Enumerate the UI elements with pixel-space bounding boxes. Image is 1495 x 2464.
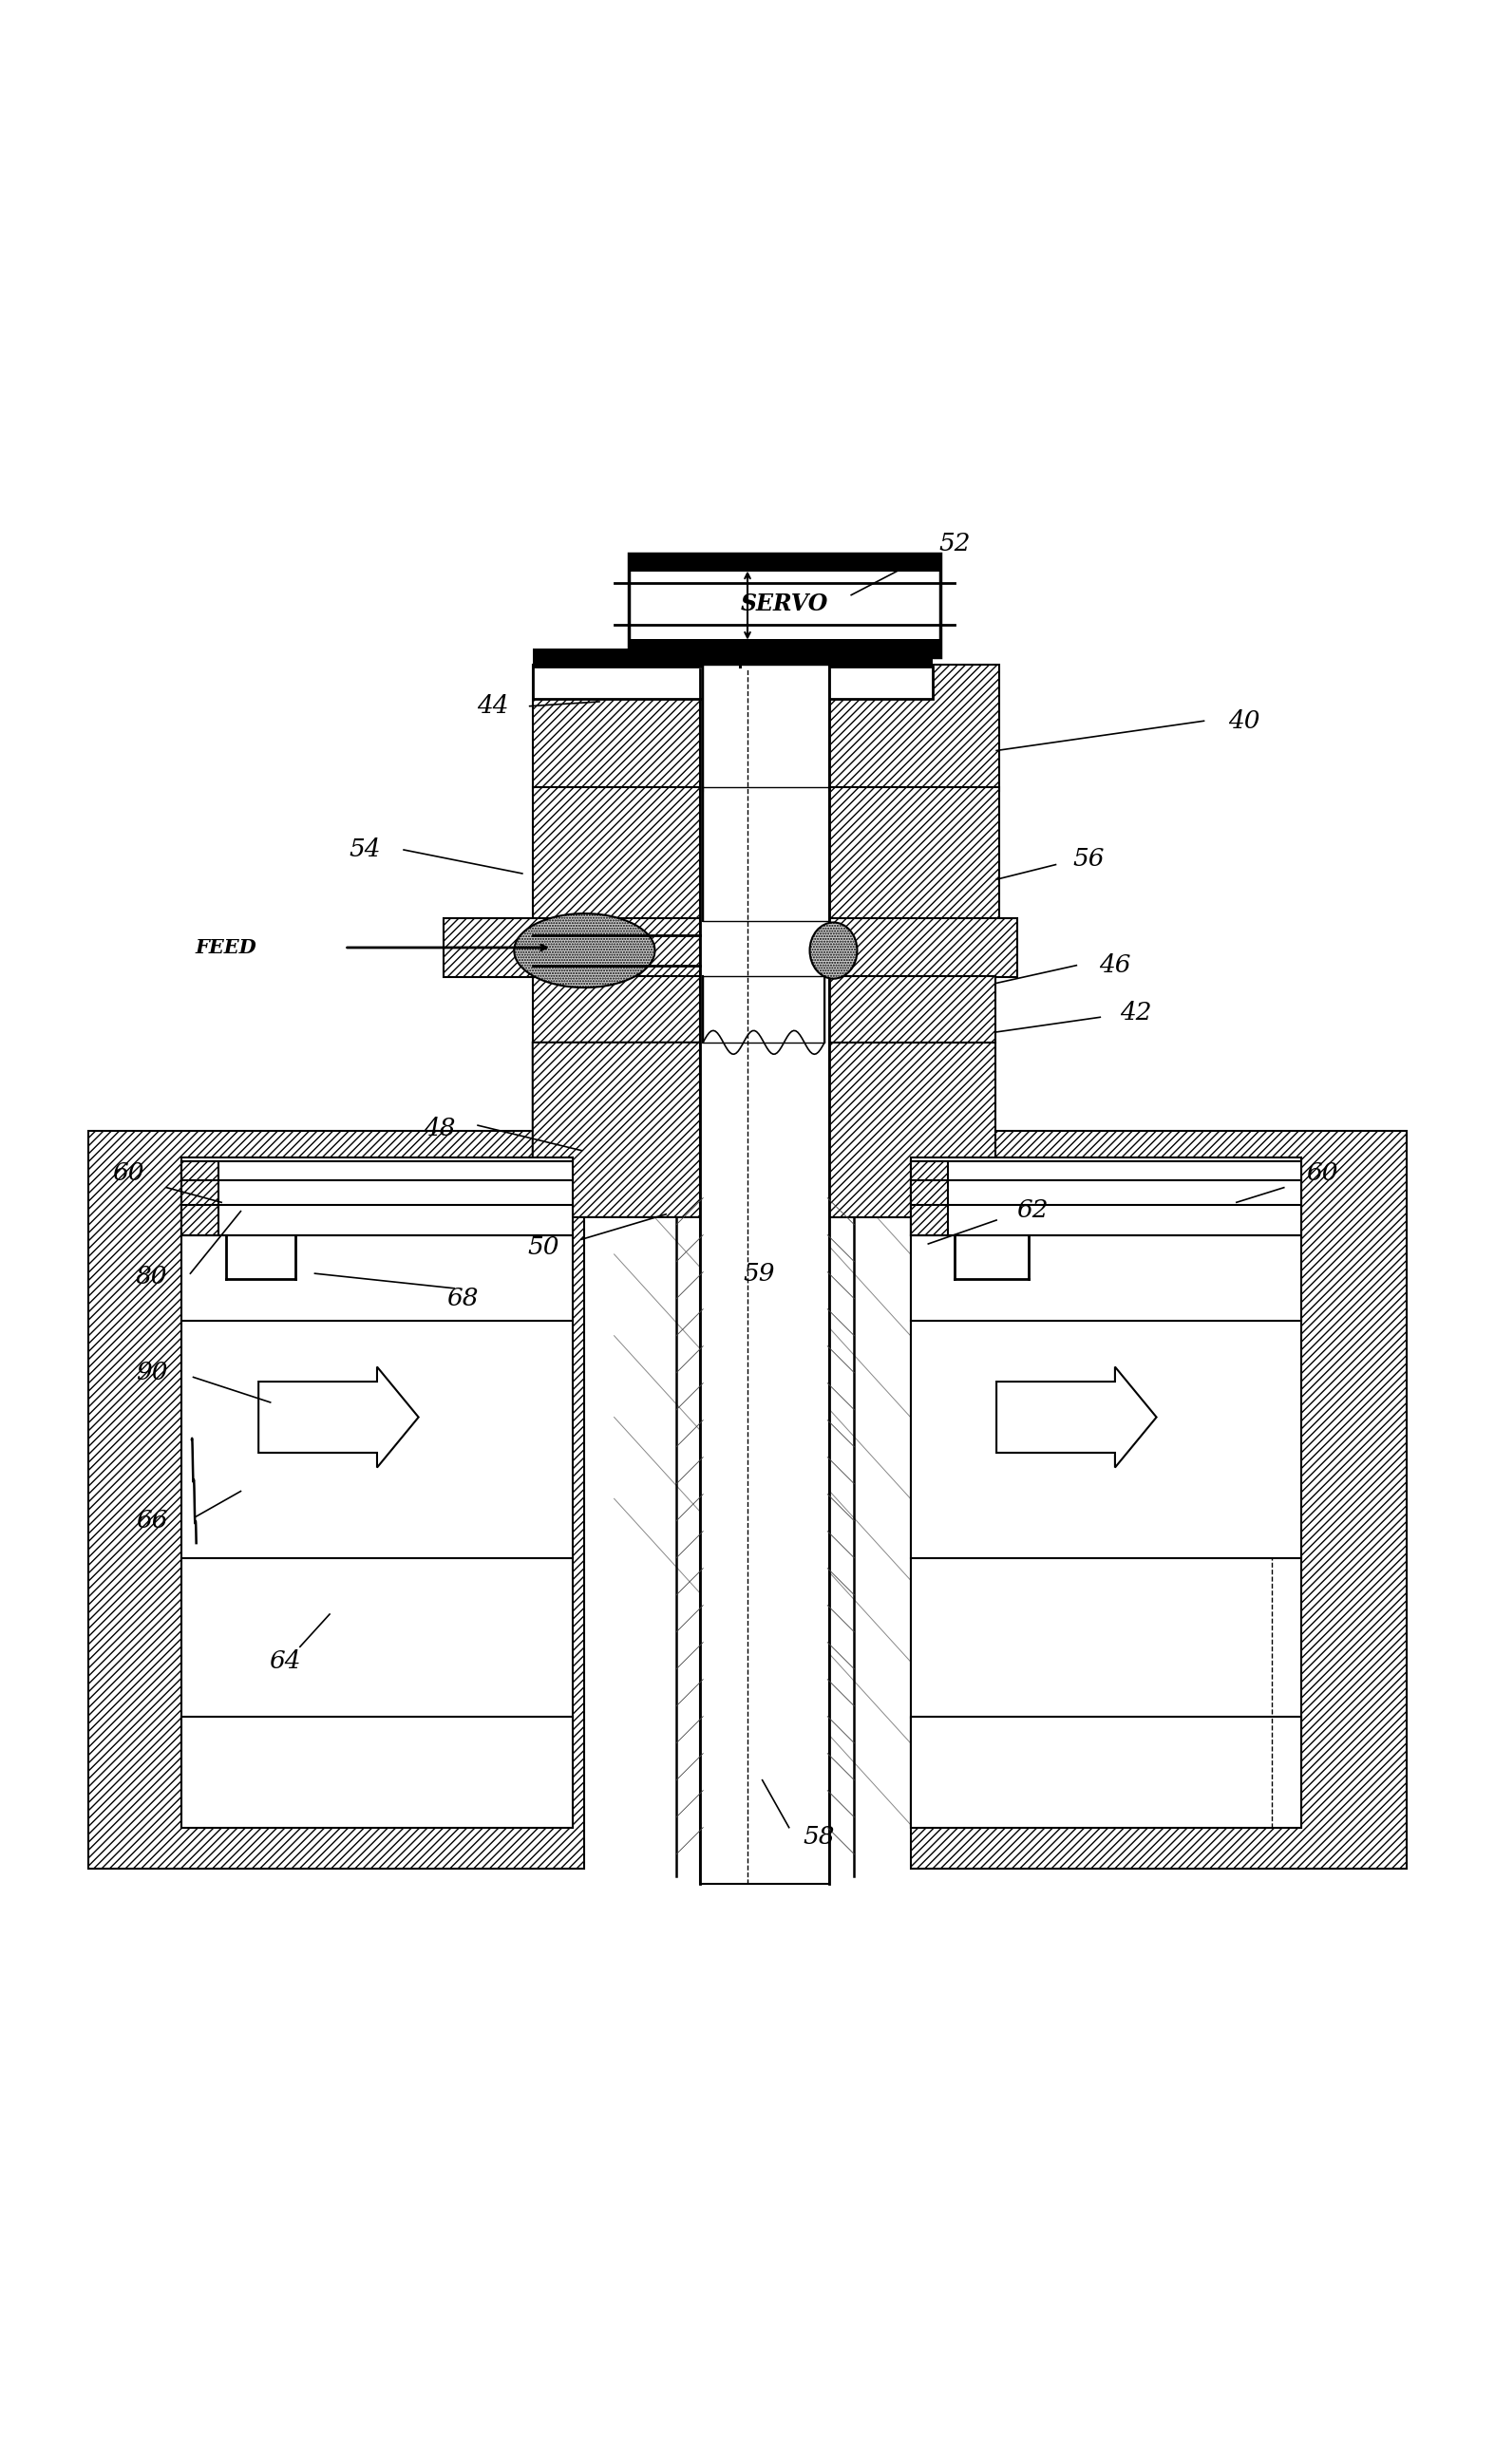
Bar	[181, 1717, 573, 1828]
FancyArrow shape	[997, 1368, 1157, 1469]
Bar	[825, 919, 1017, 978]
Text: SERVO: SERVO	[740, 591, 828, 616]
Bar	[703, 665, 830, 791]
Bar	[910, 1717, 1302, 1828]
Bar	[444, 919, 703, 978]
Bar	[181, 1161, 573, 1234]
Text: 80: 80	[136, 1264, 167, 1289]
Text: 40: 40	[1227, 710, 1260, 732]
Text: 66: 66	[136, 1508, 167, 1533]
Text: 46: 46	[1099, 954, 1130, 978]
Bar	[825, 976, 996, 1042]
Bar	[830, 665, 999, 791]
Bar	[703, 788, 830, 922]
Bar	[910, 1161, 948, 1234]
Bar	[532, 665, 703, 791]
Text: 64: 64	[269, 1651, 300, 1673]
Text: 59: 59	[743, 1262, 776, 1286]
Bar	[703, 976, 825, 1042]
Bar	[88, 1131, 585, 1870]
Text: 48: 48	[423, 1116, 454, 1141]
Text: 60: 60	[112, 1161, 144, 1185]
Bar	[910, 1158, 1302, 1828]
Bar	[181, 1158, 573, 1828]
Text: 90: 90	[136, 1360, 167, 1385]
Polygon shape	[783, 1042, 996, 1217]
Bar	[629, 554, 940, 658]
Bar	[910, 1131, 1407, 1870]
Ellipse shape	[810, 922, 857, 978]
Text: 42: 42	[1120, 1000, 1151, 1025]
Polygon shape	[532, 1042, 715, 1217]
Text: 54: 54	[350, 838, 381, 862]
Text: 50: 50	[528, 1234, 559, 1259]
Bar	[629, 641, 940, 658]
Text: 68: 68	[447, 1286, 478, 1311]
Bar	[532, 665, 933, 700]
Bar	[532, 976, 703, 1042]
Bar	[700, 609, 830, 1885]
Bar	[830, 788, 999, 922]
Text: 58: 58	[803, 1823, 834, 1848]
Text: 44: 44	[477, 695, 508, 717]
Text: 60: 60	[1307, 1161, 1338, 1185]
Text: 62: 62	[1017, 1198, 1048, 1222]
Bar	[532, 648, 933, 670]
Bar	[629, 554, 940, 572]
Text: 52: 52	[939, 532, 970, 554]
Bar	[532, 788, 703, 922]
Ellipse shape	[514, 914, 655, 988]
Bar	[910, 1161, 1302, 1234]
Bar	[181, 1161, 218, 1234]
Text: FEED: FEED	[196, 939, 257, 956]
FancyArrow shape	[259, 1368, 419, 1469]
Text: 56: 56	[1072, 848, 1105, 870]
